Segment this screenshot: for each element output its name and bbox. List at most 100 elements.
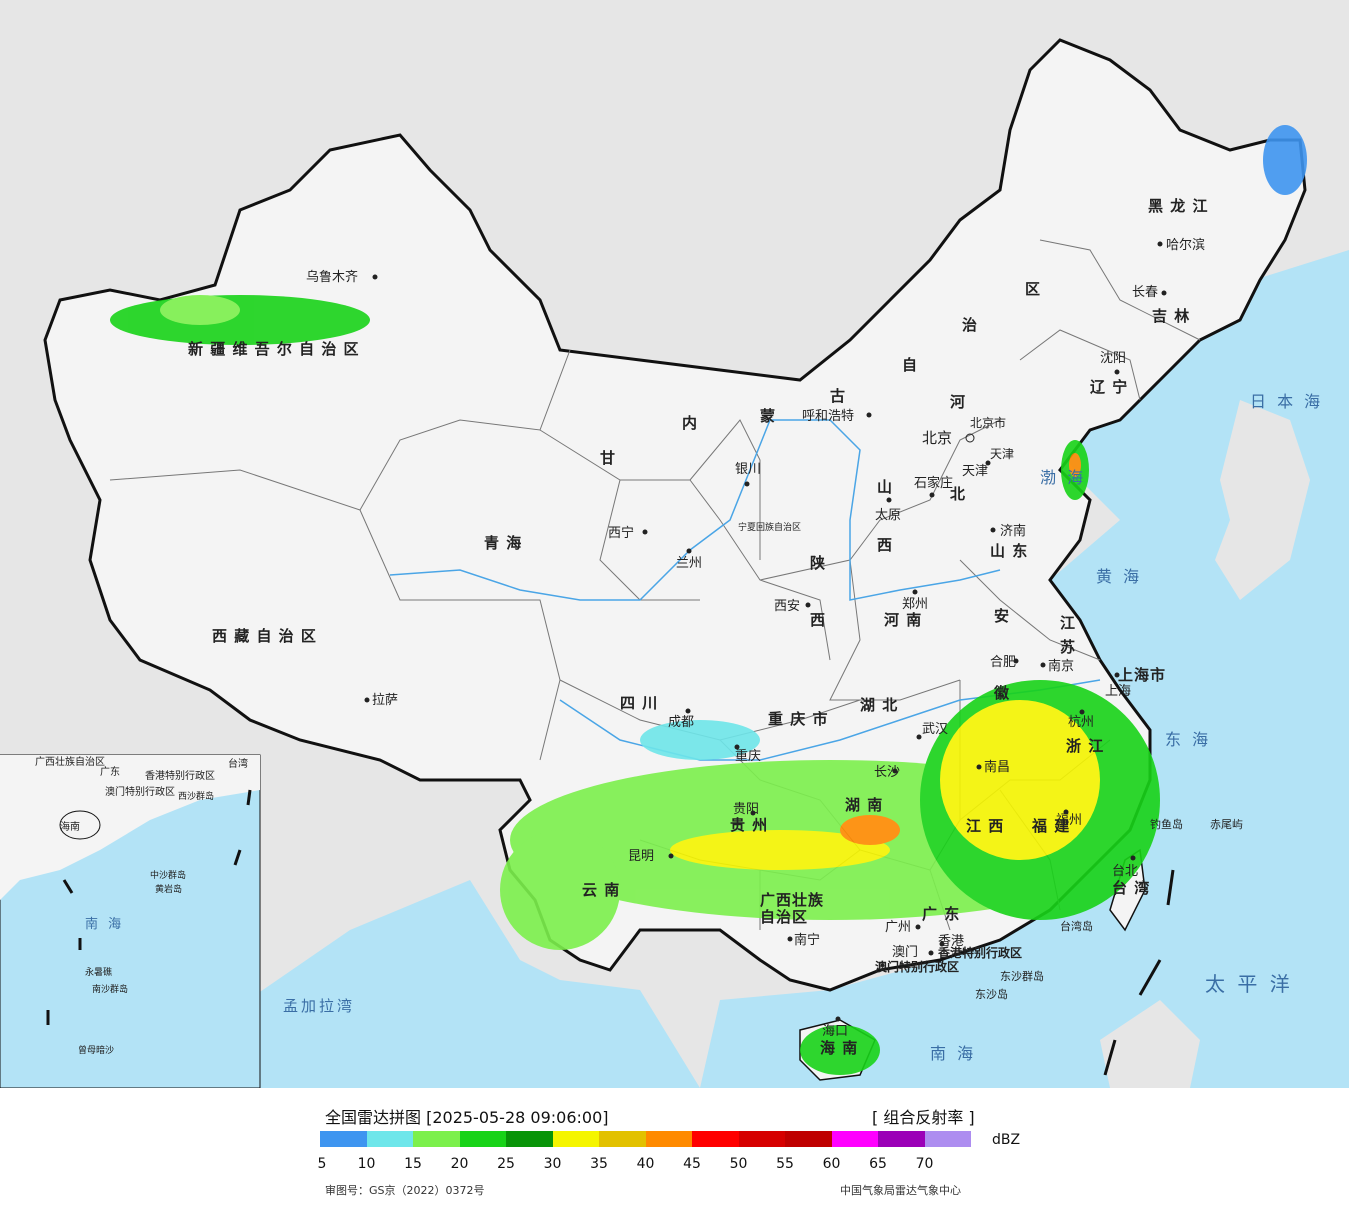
label-jiangsu2: 苏 (1060, 638, 1076, 656)
scale-swatch (320, 1131, 367, 1147)
city-zhengzhou: 郑州 (902, 597, 928, 612)
scale-swatch (924, 1131, 971, 1147)
scale-swatch (459, 1131, 506, 1147)
city-tianjin: 天津 (962, 464, 988, 479)
city-urumqi: 乌鲁木齐 (306, 269, 358, 285)
label-zhejiang: 浙 江 (1066, 737, 1104, 755)
label-heilongjiang: 黑 龙 江 (1148, 197, 1208, 215)
inset-hainan: 海南 (60, 820, 80, 833)
label-taiwan: 台 湾 (1112, 879, 1150, 897)
echo-liaodong-core (1069, 453, 1081, 477)
special-labels: 北京市 天津 香港特别行政区 澳门特别行政区 宁夏回族自治区 (738, 415, 1022, 974)
sea-yellow: 黄 海 (1096, 567, 1142, 586)
scale-tick-label: 15 (404, 1156, 422, 1172)
label-liaoning: 辽 宁 (1090, 378, 1128, 396)
city-beijing: 北京 (922, 429, 952, 447)
label-jiangxi: 江 西 (966, 817, 1004, 835)
echo-northeast (1263, 125, 1307, 195)
scale-tick-label: 5 (317, 1156, 327, 1172)
city-chengdu: 成都 (668, 715, 694, 730)
echo-sichuan (640, 720, 760, 760)
label-xizang: 西 藏 自 治 区 (212, 627, 317, 645)
legend-unit: dBZ (992, 1132, 1021, 1148)
city-shijiazhuang: 石家庄 (914, 475, 953, 491)
echo-yunnan (500, 830, 620, 950)
label-gansu: 甘 (600, 449, 616, 467)
label-hunan: 湖 南 (845, 796, 883, 814)
city-taipei: 台北 (1112, 864, 1138, 879)
scale-tick-label: 30 (543, 1156, 562, 1172)
philippines-land (1100, 1000, 1200, 1088)
scale-swatch (878, 1131, 925, 1147)
scale-tick-label: 25 (497, 1156, 515, 1172)
sea-south: 南 海 (930, 1044, 976, 1063)
label-guizhou: 贵 州 (730, 816, 768, 834)
region-labels: 新 疆 维 吾 尔 自 治 区 西 藏 自 治 区 青 海 甘 内 蒙 古 自 … (188, 197, 1208, 1057)
label-shanxi2: 西 (877, 536, 893, 554)
city-hefei: 合肥 (990, 655, 1016, 670)
label-sichuan: 四 川 (620, 694, 658, 712)
city-hongkong: 香港 (938, 934, 964, 949)
city-harbin: 哈尔滨 (1166, 237, 1205, 253)
label-nmg-3: 古 (830, 387, 846, 405)
city-guiyang: 贵阳 (733, 802, 759, 817)
inset-xisha: 西沙群岛 (178, 790, 214, 802)
inset-region-labels: 广西壮族自治区 广东 香港特别行政区 澳门特别行政区 台湾 海南 (35, 755, 248, 833)
sea-east: 东 海 (1165, 730, 1211, 749)
inset-hk: 香港特别行政区 (145, 769, 215, 782)
scale-tick-label: 50 (729, 1156, 748, 1172)
city-xian: 西安 (774, 599, 800, 614)
inset-hainan (59, 810, 101, 840)
label-guangxi2: 自治区 (760, 908, 808, 926)
label-tianjin-city: 天津 (990, 447, 1014, 461)
city-hohhot: 呼和浩特 (802, 409, 854, 424)
inset-guangdong: 广东 (100, 765, 120, 778)
label-ningxia: 宁夏回族自治区 (738, 521, 801, 533)
scale-swatch (506, 1131, 553, 1147)
bengal-sea-area (120, 880, 700, 1088)
scale-swatch (738, 1131, 785, 1147)
inset-huangyan: 黄岩岛 (155, 883, 182, 895)
radar-map: 新 疆 维 吾 尔 自 治 区 西 藏 自 治 区 青 海 甘 内 蒙 古 自 … (0, 0, 1349, 1088)
label-guangdong: 广 东 (922, 905, 960, 923)
city-nanjing: 南京 (1048, 658, 1074, 674)
inset-taiwan: 台湾 (228, 757, 248, 770)
inset-nansha: 南沙群岛 (92, 983, 128, 995)
label-qinghai: 青 海 (484, 534, 522, 552)
city-dots (364, 241, 1167, 1022)
label-hubei: 湖 北 (860, 696, 898, 714)
city-changsha: 长沙 (874, 765, 900, 780)
echo-hainan (800, 1025, 880, 1075)
approval-number: 审图号：GS京（2022）0372号 (325, 1184, 485, 1197)
scale-tick-label: 40 (636, 1156, 655, 1172)
scale-tick-label: 60 (822, 1156, 841, 1172)
inset-macao: 澳门特别行政区 (105, 785, 175, 798)
city-taiyuan: 太原 (875, 508, 901, 523)
scale-tick-label: 45 (683, 1156, 701, 1172)
label-nmg-2: 蒙 (760, 407, 776, 425)
label-anhui: 安 (994, 607, 1010, 625)
scale-swatch (366, 1131, 413, 1147)
city-chongqing: 重庆 (735, 748, 761, 764)
scale-swatch (645, 1131, 692, 1147)
inset-guangxi: 广西壮族自治区 (35, 755, 105, 768)
echo-guizhou-band (670, 830, 890, 870)
label-xinjiang: 新 疆 维 吾 尔 自 治 区 (188, 340, 360, 358)
island-taiwan: 台湾岛 (1060, 919, 1093, 933)
city-labels: 乌鲁木齐 拉萨 西宁 兰州 银川 呼和浩特 北京 天津 石家庄 太原 西安 郑州… (306, 237, 1205, 1039)
city-changchun: 长春 (1132, 285, 1158, 300)
city-shenyang: 沈阳 (1100, 351, 1126, 366)
legend-title: 全国雷达拼图 [2025-05-28 09:06:00] (325, 1108, 609, 1127)
city-nanchang: 南昌 (984, 759, 1010, 775)
sea-pacific: 太 平 洋 (1205, 972, 1293, 996)
city-jinan: 济南 (1000, 523, 1026, 539)
credit: 中国气象局雷达气象中心 (840, 1184, 961, 1197)
island-dongsha-islands: 东沙群岛 (1000, 969, 1044, 983)
scale-tick-label: 55 (776, 1156, 794, 1172)
label-shanghai: 上海市 (1118, 666, 1166, 684)
label-nmg-6: 区 (1025, 280, 1041, 298)
inset-land (0, 755, 260, 900)
legend-panel: 全国雷达拼图 [2025-05-28 09:06:00] [ 组合反射率 ] 5… (0, 1088, 1349, 1208)
legend-product: [ 组合反射率 ] (872, 1108, 975, 1127)
city-lhasa: 拉萨 (372, 693, 398, 708)
